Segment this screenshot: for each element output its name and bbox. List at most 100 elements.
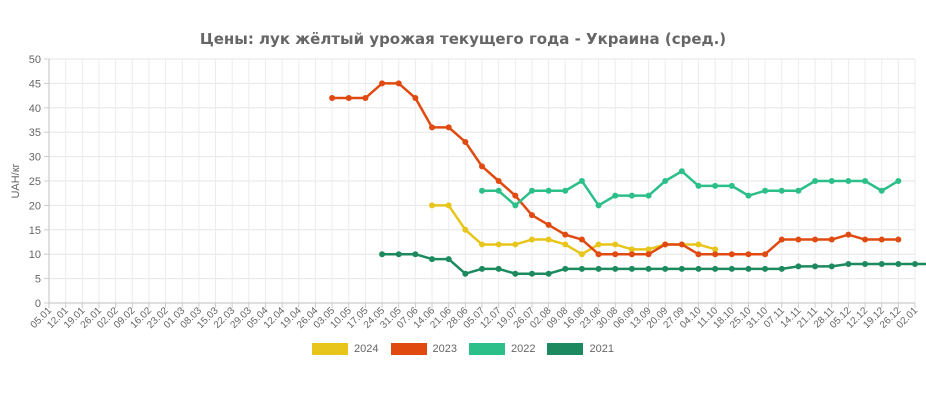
data-point[interactable] xyxy=(678,241,685,248)
data-point[interactable] xyxy=(462,270,469,277)
legend-item-2024[interactable]: 2024 xyxy=(312,343,379,355)
data-point[interactable] xyxy=(578,178,585,184)
data-point[interactable] xyxy=(712,182,719,189)
data-point[interactable] xyxy=(845,178,852,184)
data-point[interactable] xyxy=(828,178,835,184)
data-point[interactable] xyxy=(628,246,635,253)
data-point[interactable] xyxy=(778,265,785,272)
data-point[interactable] xyxy=(595,251,602,258)
data-point[interactable] xyxy=(628,251,635,258)
data-point[interactable] xyxy=(862,178,869,184)
data-point[interactable] xyxy=(445,124,452,131)
data-point[interactable] xyxy=(862,236,869,243)
data-point[interactable] xyxy=(345,95,352,102)
data-point[interactable] xyxy=(412,251,419,258)
data-point[interactable] xyxy=(395,80,402,87)
data-point[interactable] xyxy=(479,265,485,272)
data-point[interactable] xyxy=(895,178,902,184)
data-point[interactable] xyxy=(762,251,769,258)
data-point[interactable] xyxy=(628,192,635,199)
data-point[interactable] xyxy=(578,265,585,272)
data-point[interactable] xyxy=(379,80,386,87)
data-point[interactable] xyxy=(595,202,602,209)
data-point[interactable] xyxy=(662,178,669,184)
data-point[interactable] xyxy=(562,241,569,248)
data-point[interactable] xyxy=(445,202,452,209)
data-point[interactable] xyxy=(462,226,469,233)
data-point[interactable] xyxy=(678,265,685,272)
data-point[interactable] xyxy=(645,251,652,258)
data-point[interactable] xyxy=(878,236,885,243)
data-point[interactable] xyxy=(812,178,819,184)
data-point[interactable] xyxy=(379,251,386,258)
data-point[interactable] xyxy=(512,241,519,248)
data-point[interactable] xyxy=(662,241,669,248)
legend-item-2021[interactable]: 2021 xyxy=(547,343,614,355)
data-point[interactable] xyxy=(562,231,569,238)
data-point[interactable] xyxy=(495,187,502,194)
data-point[interactable] xyxy=(495,241,502,248)
data-point[interactable] xyxy=(562,265,569,272)
data-point[interactable] xyxy=(778,236,785,243)
data-point[interactable] xyxy=(479,163,485,170)
data-point[interactable] xyxy=(878,260,885,267)
data-point[interactable] xyxy=(479,187,485,194)
data-point[interactable] xyxy=(678,168,685,175)
data-point[interactable] xyxy=(845,231,852,238)
data-point[interactable] xyxy=(695,241,702,248)
data-point[interactable] xyxy=(795,236,802,243)
data-point[interactable] xyxy=(795,263,802,270)
data-point[interactable] xyxy=(828,236,835,243)
data-point[interactable] xyxy=(812,236,819,243)
data-point[interactable] xyxy=(862,260,869,267)
data-point[interactable] xyxy=(612,265,619,272)
data-point[interactable] xyxy=(912,260,918,267)
data-point[interactable] xyxy=(512,192,519,199)
data-point[interactable] xyxy=(845,260,852,267)
data-point[interactable] xyxy=(429,124,436,131)
data-point[interactable] xyxy=(329,95,336,102)
legend-item-2023[interactable]: 2023 xyxy=(390,343,457,355)
data-point[interactable] xyxy=(528,236,535,243)
data-point[interactable] xyxy=(595,265,602,272)
data-point[interactable] xyxy=(728,265,735,272)
data-point[interactable] xyxy=(628,265,635,272)
data-point[interactable] xyxy=(745,192,752,199)
data-point[interactable] xyxy=(412,95,419,102)
legend-item-2022[interactable]: 2022 xyxy=(469,343,535,355)
data-point[interactable] xyxy=(745,265,752,272)
data-point[interactable] xyxy=(728,251,735,258)
data-point[interactable] xyxy=(512,270,519,277)
data-point[interactable] xyxy=(545,187,552,194)
data-point[interactable] xyxy=(362,95,369,102)
data-point[interactable] xyxy=(745,251,752,258)
data-point[interactable] xyxy=(512,202,519,209)
data-point[interactable] xyxy=(662,265,669,272)
data-point[interactable] xyxy=(695,251,702,258)
data-point[interactable] xyxy=(895,260,902,267)
data-point[interactable] xyxy=(578,251,585,258)
data-point[interactable] xyxy=(479,241,485,248)
data-point[interactable] xyxy=(528,187,535,194)
data-point[interactable] xyxy=(778,187,785,194)
data-point[interactable] xyxy=(645,246,652,253)
data-point[interactable] xyxy=(545,236,552,243)
data-point[interactable] xyxy=(712,265,719,272)
data-point[interactable] xyxy=(895,236,902,243)
data-point[interactable] xyxy=(695,182,702,189)
data-point[interactable] xyxy=(528,212,535,219)
data-point[interactable] xyxy=(645,192,652,199)
data-point[interactable] xyxy=(612,251,619,258)
data-point[interactable] xyxy=(612,241,619,248)
data-point[interactable] xyxy=(828,263,835,270)
data-point[interactable] xyxy=(762,265,769,272)
data-point[interactable] xyxy=(528,270,535,277)
data-point[interactable] xyxy=(545,270,552,277)
data-point[interactable] xyxy=(562,187,569,194)
data-point[interactable] xyxy=(645,265,652,272)
data-point[interactable] xyxy=(429,202,436,209)
data-point[interactable] xyxy=(545,221,552,228)
data-point[interactable] xyxy=(495,178,502,184)
data-point[interactable] xyxy=(395,251,402,258)
data-point[interactable] xyxy=(712,251,719,258)
